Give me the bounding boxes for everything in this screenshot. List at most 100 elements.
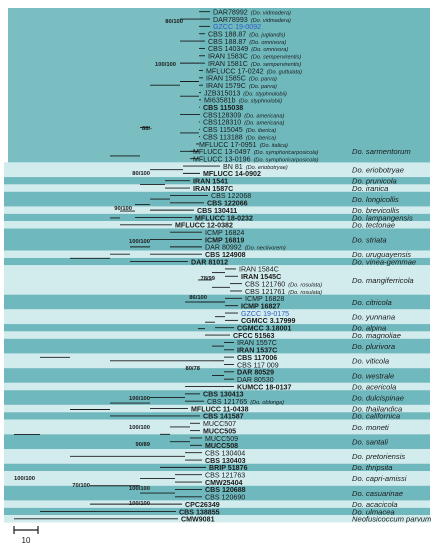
taxon-label: MUCC505 [203, 427, 236, 435]
clade-label: Do. alpina [352, 324, 386, 333]
tree-branches [14, 11, 242, 520]
taxon-label: CBS 122066 [207, 200, 248, 208]
clade-band [4, 434, 430, 449]
support-value: 100/100 [129, 239, 150, 245]
taxon-code: IRAN 1541 [193, 178, 228, 186]
taxon-label: CBS 115045 (Do. iberica) [203, 126, 276, 134]
taxon-species: (Do. symphoricarposicola) [254, 150, 319, 156]
taxon-species: (Do. styphnolobii) [243, 91, 287, 97]
taxon-code: IRAN 1557C [237, 339, 277, 347]
taxon-code: CBS 120688 [205, 486, 246, 494]
taxon-code: CBS 115038 [203, 104, 243, 112]
taxon-code: CMW25404 [205, 479, 243, 487]
taxon-species: (Do. omnivora) [251, 47, 288, 53]
taxon-code: IRAN 1584C [239, 266, 279, 274]
taxon-label: ICMP 16828 [245, 295, 284, 303]
clade-label: Do. acacicola [352, 500, 398, 509]
taxon-label: IRAN 1557C [237, 339, 277, 347]
clade-label: Do. plurivora [352, 342, 395, 351]
clade-band [4, 257, 430, 266]
taxon-code: CBS 130413 [203, 391, 244, 399]
clade-band [4, 463, 430, 472]
taxon-code: MI63581b [204, 97, 236, 105]
taxon-species: (Do. neclivorem) [245, 246, 286, 252]
taxon-code: CPC26349 [185, 501, 220, 509]
taxon-code: MUCC508 [205, 442, 238, 450]
taxon-label: ICMP 16824 [205, 229, 244, 237]
clade-band [4, 471, 430, 486]
taxon-code: MFLUCC 17-0242 [206, 67, 264, 75]
clade-band [4, 419, 430, 435]
clade-label: Do. ulmacea [352, 507, 395, 516]
taxon-species: (Do. symphoricarposicola) [254, 157, 319, 163]
taxon-label: CGMCC 3.18001 [237, 325, 291, 333]
support-value: 80/100 [165, 19, 183, 25]
taxon-code: MFLUCC 13-0497 [193, 148, 251, 156]
support-value: 100/100 [129, 501, 150, 507]
taxon-labels: DAR78992 (Do. vidmadera)DAR78993 (Do. vidm… [175, 8, 322, 523]
support-value: 100/100 [14, 476, 35, 482]
clade-label: Do. santali [352, 437, 388, 446]
taxon-label: IRAN 1587C [193, 185, 233, 193]
taxon-code: CBS 121765 [207, 398, 247, 406]
taxon-code: CBS 138855 [179, 508, 220, 516]
taxon-label: CBS 122068 [211, 192, 251, 200]
taxon-label: DAR 80992 (Do. neclivorem) [205, 244, 286, 252]
taxon-code: DAR 80992 [205, 244, 242, 252]
taxon-label: CGMCC 3.17999 [241, 317, 295, 325]
taxon-label: ICMP 16827 [241, 302, 280, 310]
taxon-code: CBS 121761 [245, 288, 285, 296]
taxon-label: IRAN 1583C (Do. sempervirentis) [208, 53, 301, 61]
clade-label: Do. magnoliae [352, 331, 401, 340]
taxon-label: CBS128310 (Do. americana) [203, 119, 285, 127]
taxon-code: MFLUCC 11-0438 [191, 405, 249, 413]
taxon-label: MFLUCC 18-0232 [195, 214, 253, 222]
support-value: 78/99 [200, 276, 215, 282]
clade-band-sarmentorum [8, 8, 430, 163]
taxon-code: IRAN 1587C [193, 185, 233, 193]
taxon-code: CBS 117 009 [237, 361, 279, 369]
taxon-species: (Do. rosulata) [288, 290, 322, 296]
taxon-label: MFLUCC 11-0438 [191, 405, 249, 413]
clade-band [4, 191, 430, 207]
clade-band [4, 412, 430, 420]
taxon-code: DAR 81012 [191, 258, 228, 266]
taxon-code: MFLUCC 12-0382 [175, 222, 233, 230]
taxon-label: CBS 121763 [205, 472, 245, 480]
taxon-label: CBS 130413 [203, 391, 244, 399]
taxon-label: IRAN 1537C [237, 347, 277, 355]
clade-label: Do. eriobotryae [352, 166, 404, 175]
taxon-label: CBS128309 (Do. americana) [203, 111, 285, 119]
taxon-code: CBS 124908 [205, 251, 246, 259]
support-value: 100/100 [155, 62, 176, 68]
clade-label: Do. pretoriensis [352, 452, 405, 461]
taxon-label: MFLUCC 14-0902 [203, 170, 261, 178]
taxon-code: CBS 188.87 [208, 38, 246, 46]
taxon-species: (Do. omnivora) [249, 40, 286, 46]
support-value: 90/100 [114, 206, 132, 212]
clade-label: Do. yunnana [352, 313, 395, 322]
clade-band [4, 507, 430, 516]
taxon-label: MI63581b (Do. styphnolobii) [204, 97, 282, 105]
taxon-species: (Do. iberica) [246, 128, 277, 134]
taxon-species: (Do. parva) [249, 77, 277, 83]
taxon-code: CFCC 51563 [233, 332, 274, 340]
clade-label: Neofusicoccum parvum [352, 515, 431, 524]
clade-label: Do. viticola [352, 357, 389, 366]
taxon-label: CFCC 51563 [233, 332, 274, 340]
taxon-label: IRAN 1584C [239, 266, 279, 274]
clade-label: Do. lampangensis [352, 213, 413, 222]
clade-label: Do. dulcispinae [352, 393, 404, 402]
support-value: 90/89 [135, 442, 150, 448]
taxon-species: (Do. americana) [244, 121, 284, 127]
taxon-code: CBS 122066 [207, 200, 248, 208]
taxon-label: CBS 138855 [179, 508, 220, 516]
taxon-label: BRIP 51876 [209, 464, 248, 472]
taxon-code: MUCC507 [203, 420, 236, 428]
taxon-label: DAR 80529 [237, 369, 274, 377]
taxon-label: CBS 115038 [203, 104, 243, 112]
taxon-species: (Do. italica) [260, 143, 288, 149]
taxon-code: CBS128309 [203, 111, 241, 119]
scale-bar: 10 [13, 526, 39, 545]
taxon-label: MFLUCC 13-0196 (Do. symphoricarposicola) [193, 155, 319, 163]
